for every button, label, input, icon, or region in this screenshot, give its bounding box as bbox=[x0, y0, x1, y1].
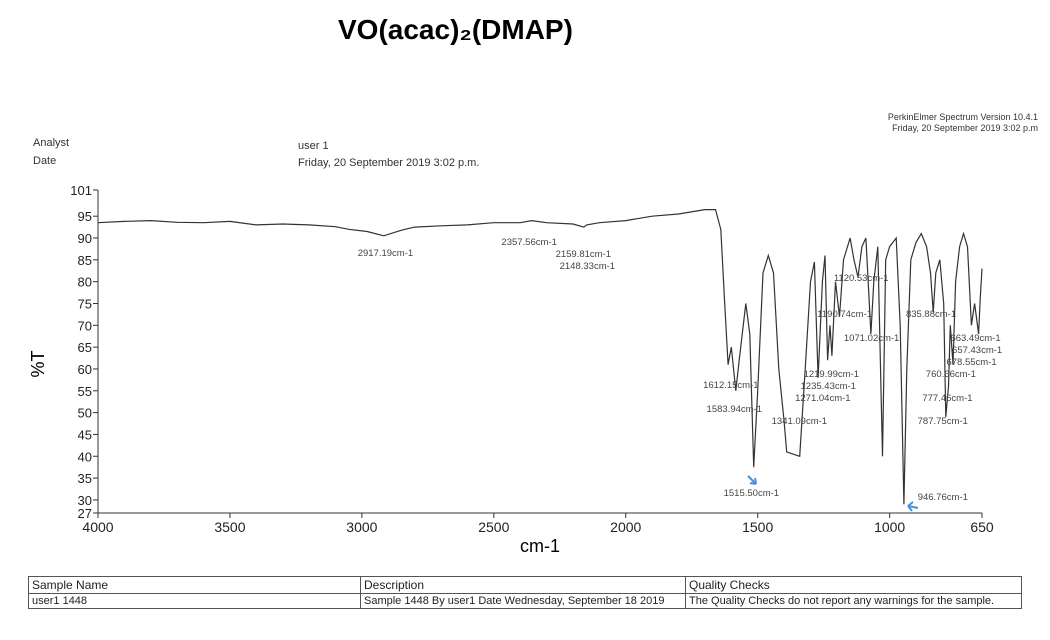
y-tick-label: 40 bbox=[78, 449, 92, 464]
peak-label: 1190.74cm-1 bbox=[817, 309, 872, 320]
y-tick-label: 35 bbox=[78, 471, 92, 486]
x-tick-label: 1500 bbox=[742, 519, 773, 535]
analyst: user 1 bbox=[298, 140, 329, 152]
y-tick-label: 50 bbox=[78, 406, 92, 421]
y-tick-label: 30 bbox=[78, 493, 92, 508]
y-tick-label: 80 bbox=[78, 275, 92, 290]
x-tick-label: 2000 bbox=[610, 519, 641, 535]
y-tick-label: 27 bbox=[78, 506, 92, 521]
peak-label: 1271.04cm-1 bbox=[795, 393, 850, 404]
peak-label: 1583.94cm-1 bbox=[707, 404, 762, 415]
page-title: VO(acac)₂(DMAP) bbox=[338, 14, 573, 45]
arrow bbox=[747, 475, 757, 485]
software: PerkinElmer Spectrum Version 10.4.1 bbox=[887, 112, 1038, 122]
peak-label: 1515.50cm-1 bbox=[724, 488, 779, 499]
peak-label: 777.46cm-1 bbox=[922, 393, 972, 404]
y-tick-label: 90 bbox=[78, 231, 92, 246]
print-date: Friday, 20 September 2019 3:02 p.m bbox=[892, 123, 1038, 133]
peak-label: 1071.02cm-1 bbox=[844, 333, 899, 344]
x-tick-label: 4000 bbox=[82, 519, 113, 535]
peak-label: 2357.56cm-1 bbox=[501, 237, 556, 248]
y-tick-label: 85 bbox=[78, 253, 92, 268]
table-cell: user1 1448 bbox=[28, 593, 361, 609]
peak-label: 1341.09cm-1 bbox=[772, 416, 827, 427]
peak-label: 2917.19cm-1 bbox=[358, 248, 413, 259]
x-tick-label: 2500 bbox=[478, 519, 509, 535]
peak-label: 1612.15cm-1 bbox=[703, 380, 758, 391]
y-tick-label: 45 bbox=[78, 427, 92, 442]
arrow bbox=[907, 501, 919, 512]
analyst-label: Analyst bbox=[33, 137, 70, 149]
y-tick-label: 55 bbox=[78, 384, 92, 399]
table-header: Quality Checks bbox=[685, 576, 1022, 594]
peak-label: 2148.33cm-1 bbox=[560, 261, 615, 272]
peak-label: 946.76cm-1 bbox=[918, 492, 968, 503]
peak-label: 1219.99cm-1 bbox=[804, 369, 859, 380]
y-tick-label: 70 bbox=[78, 318, 92, 333]
sample-table: Sample Name Description Quality Checks use… bbox=[28, 576, 1022, 609]
x-tick-label: 3000 bbox=[346, 519, 377, 535]
table-header: Description bbox=[360, 576, 686, 594]
peak-label: 663.49cm-1 bbox=[950, 333, 1000, 344]
peak-label: 2159.81cm-1 bbox=[556, 249, 611, 260]
x-axis-label: cm-1 bbox=[520, 536, 560, 556]
peak-label: 1235.43cm-1 bbox=[801, 381, 856, 392]
y-tick-label: 95 bbox=[78, 209, 92, 224]
x-tick-label: 1000 bbox=[874, 519, 905, 535]
peak-label: 657.43cm-1 bbox=[952, 345, 1002, 356]
spectrum-line bbox=[97, 209, 983, 505]
table-cell: The Quality Checks do not report any war… bbox=[685, 593, 1022, 609]
y-tick-label: 60 bbox=[78, 362, 92, 377]
x-tick-label: 650 bbox=[970, 519, 994, 535]
y-axis-label: %T bbox=[28, 350, 48, 377]
table-header: Sample Name bbox=[28, 576, 361, 594]
y-tick-label: 75 bbox=[78, 296, 92, 311]
y-tick-label: 65 bbox=[78, 340, 92, 355]
peak-label: 835.88cm-1 bbox=[906, 309, 956, 320]
y-tick-label: 101 bbox=[70, 183, 92, 198]
date-label: Date bbox=[33, 155, 57, 167]
peak-label: 1120.53cm-1 bbox=[834, 273, 889, 284]
peak-label: 787.75cm-1 bbox=[918, 416, 968, 427]
table-cell: Sample 1448 By user1 Date Wednesday, Sep… bbox=[360, 593, 686, 609]
peak-label: 760.66cm-1 bbox=[926, 369, 976, 380]
date: Friday, 20 September 2019 3:02 p.m. bbox=[298, 157, 480, 169]
peak-label: 678.55cm-1 bbox=[946, 357, 996, 368]
x-tick-label: 3500 bbox=[214, 519, 245, 535]
